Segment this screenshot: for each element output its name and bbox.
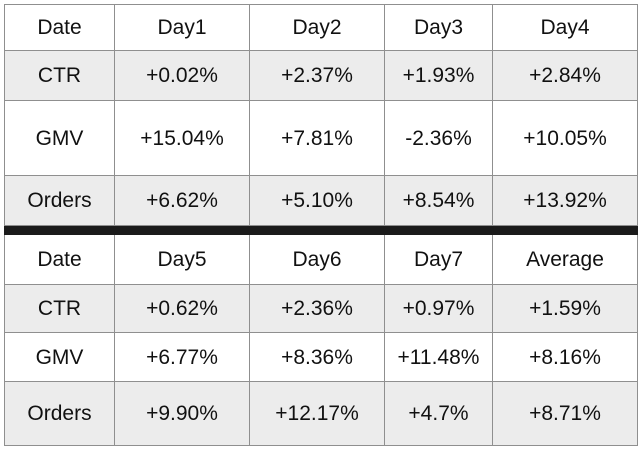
value-cell: +11.48% xyxy=(384,332,493,382)
section2-header-row: Date Day5 Day6 Day7 Average xyxy=(4,234,638,285)
value-cell: +0.62% xyxy=(114,284,250,333)
value-cell: +13.92% xyxy=(492,175,638,226)
value-cell: +6.77% xyxy=(114,332,250,382)
table-row-gmv-2: GMV +6.77% +8.36% +11.48% +8.16% xyxy=(4,332,638,382)
row-label-orders: Orders xyxy=(4,175,115,226)
value-cell: +2.84% xyxy=(492,50,638,101)
section-divider xyxy=(4,225,638,235)
value-cell: +9.90% xyxy=(114,381,250,446)
table-row-orders-2: Orders +9.90% +12.17% +4.7% +8.71% xyxy=(4,381,638,446)
value-cell: +4.7% xyxy=(384,381,493,446)
value-cell: +1.59% xyxy=(492,284,638,333)
row-label-ctr: CTR xyxy=(4,284,115,333)
column-header-date: Date xyxy=(4,234,115,285)
value-cell: +15.04% xyxy=(114,100,250,176)
value-cell: +8.16% xyxy=(492,332,638,382)
value-cell: +12.17% xyxy=(249,381,385,446)
value-cell: +7.81% xyxy=(249,100,385,176)
value-cell: +8.71% xyxy=(492,381,638,446)
row-label-orders: Orders xyxy=(4,381,115,446)
value-cell: +8.36% xyxy=(249,332,385,382)
value-cell: -2.36% xyxy=(384,100,493,176)
table-row-orders-1: Orders +6.62% +5.10% +8.54% +13.92% xyxy=(4,175,638,226)
row-label-ctr: CTR xyxy=(4,50,115,101)
row-label-gmv: GMV xyxy=(4,100,115,176)
column-header-day3: Day3 xyxy=(384,4,493,51)
value-cell: +1.93% xyxy=(384,50,493,101)
metrics-table: Date Day1 Day2 Day3 Day4 CTR +0.02% +2.3… xyxy=(4,4,638,446)
value-cell: +5.10% xyxy=(249,175,385,226)
table-row-ctr-1: CTR +0.02% +2.37% +1.93% +2.84% xyxy=(4,50,638,101)
column-header-day2: Day2 xyxy=(249,4,385,51)
value-cell: +2.37% xyxy=(249,50,385,101)
value-cell: +10.05% xyxy=(492,100,638,176)
column-header-day4: Day4 xyxy=(492,4,638,51)
section1-header-row: Date Day1 Day2 Day3 Day4 xyxy=(4,4,638,51)
column-header-day7: Day7 xyxy=(384,234,493,285)
column-header-day6: Day6 xyxy=(249,234,385,285)
value-cell: +0.97% xyxy=(384,284,493,333)
value-cell: +0.02% xyxy=(114,50,250,101)
column-header-date: Date xyxy=(4,4,115,51)
value-cell: +2.36% xyxy=(249,284,385,333)
value-cell: +6.62% xyxy=(114,175,250,226)
column-header-day5: Day5 xyxy=(114,234,250,285)
column-header-average: Average xyxy=(492,234,638,285)
table-row-gmv-1: GMV +15.04% +7.81% -2.36% +10.05% xyxy=(4,100,638,176)
table-row-ctr-2: CTR +0.62% +2.36% +0.97% +1.59% xyxy=(4,284,638,333)
row-label-gmv: GMV xyxy=(4,332,115,382)
section-divider-row xyxy=(4,225,638,235)
column-header-day1: Day1 xyxy=(114,4,250,51)
value-cell: +8.54% xyxy=(384,175,493,226)
